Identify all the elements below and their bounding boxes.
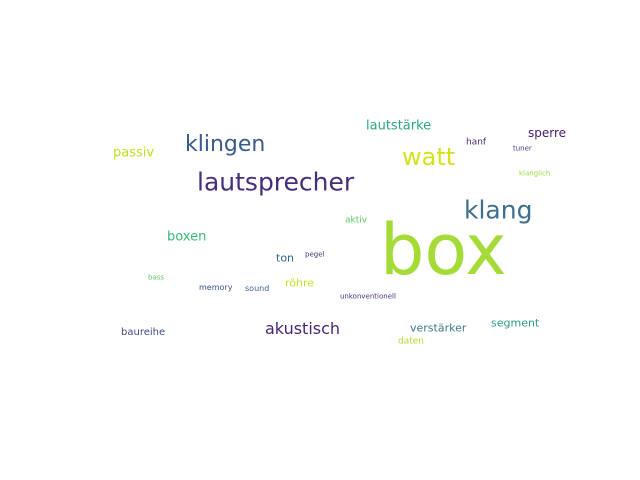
word-hanf: hanf	[466, 137, 487, 148]
word-baureihe: baureihe	[121, 327, 166, 338]
word-lautsprecher: lautsprecher	[197, 167, 355, 197]
word-klingen: klingen	[185, 132, 266, 157]
word-sperre: sperre	[528, 126, 567, 140]
word-bass: bass	[148, 273, 165, 282]
word-sound: sound	[245, 284, 270, 293]
word-ton: ton	[276, 251, 295, 265]
word-klang: klang	[464, 195, 533, 225]
word-tuner: tuner	[513, 144, 532, 153]
word-klanglich: klanglich	[519, 169, 551, 178]
word-boxen: boxen	[167, 229, 207, 245]
word-memory: memory	[199, 283, 233, 292]
word-box: box	[380, 209, 507, 291]
word-aktiv: aktiv	[345, 215, 368, 226]
word-segment: segment	[491, 316, 540, 330]
word-pegel: pegel	[305, 250, 325, 259]
word-unkonventionell: unkonventionell	[340, 292, 396, 301]
word-verstaerker: verstärker	[410, 321, 467, 335]
word-watt: watt	[402, 143, 456, 171]
word-lautstaerke: lautstärke	[366, 118, 432, 134]
word-roehre: röhre	[285, 276, 315, 290]
word-passiv: passiv	[113, 145, 155, 161]
word-daten: daten	[398, 336, 424, 347]
word-akustisch: akustisch	[265, 319, 341, 338]
